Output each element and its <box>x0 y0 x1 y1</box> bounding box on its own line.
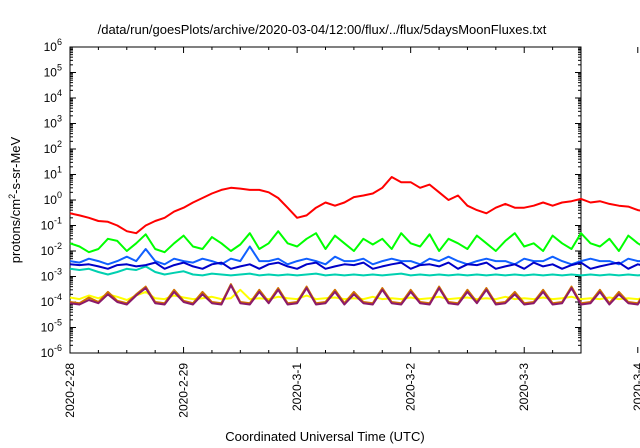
y-tick-label: 10-3 <box>41 267 62 284</box>
x-tick-label: 2020-3-2 <box>404 363 418 411</box>
x-tick-label: 2020-3-3 <box>517 363 531 411</box>
x-tick-label: 2020-2-29 <box>177 363 191 418</box>
y-tick-label: 10-4 <box>41 292 62 309</box>
y-tick-label: 10-1 <box>41 216 62 233</box>
y-tick-label: 10-5 <box>41 318 62 335</box>
y-tick-label: 10-6 <box>41 343 62 360</box>
x-axis: 2020-2-28 2020-2-29 2020-3-1 2020-3-2 2020-3… <box>63 47 640 418</box>
y-tick-label: 106 <box>44 37 62 54</box>
series-line-8 <box>69 284 640 306</box>
y-tick-label: 100 <box>44 190 62 207</box>
series-line-4 <box>69 245 640 266</box>
y-axis-title: protons/cm2-s-sr-MeV <box>7 136 23 263</box>
series-line-5 <box>69 261 640 270</box>
series-group <box>69 176 640 306</box>
y-tick-label: 101 <box>44 165 62 182</box>
y-axis: 10-6 10-5 10-4 10-3 10-2 10-1 100 101 102 103 104 1… <box>41 37 581 360</box>
y-tick-label: 104 <box>44 88 62 105</box>
y-tick-label: 105 <box>44 63 62 80</box>
plot-frame <box>69 46 582 354</box>
x-tick-label: 2020-2-28 <box>63 363 77 418</box>
series-line-2 <box>69 230 640 254</box>
y-tick-label: 103 <box>44 114 62 131</box>
chart-title: /data/run/goesPlots/archive/2020-03-04/1… <box>98 22 547 37</box>
series-line-7 <box>69 283 640 305</box>
series-line-1 <box>69 176 640 235</box>
y-tick-label: 102 <box>44 139 62 156</box>
y-tick-label: 10-2 <box>41 241 62 258</box>
series-line-3 <box>69 265 640 277</box>
x-tick-label: 2020-3-4 <box>631 363 640 411</box>
x-axis-title: Coordinated Universal Time (UTC) <box>225 429 424 444</box>
x-tick-label: 2020-3-1 <box>290 363 304 411</box>
